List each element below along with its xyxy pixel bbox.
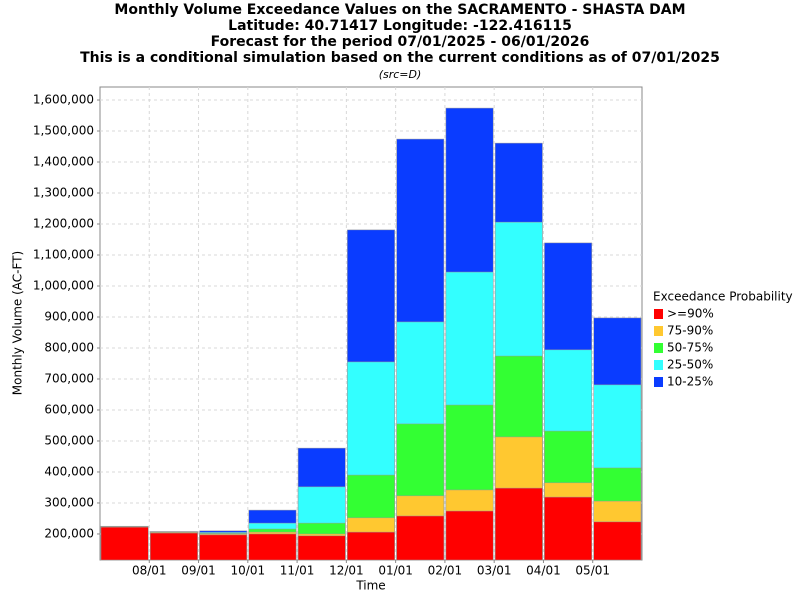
y-tick-label: 1,300,000	[33, 186, 94, 200]
y-tick-label: 200,000	[44, 526, 94, 540]
x-tick-label: 12/01	[329, 564, 364, 578]
x-tick-label: 11/01	[280, 564, 315, 578]
legend-label: >=90%	[667, 307, 714, 321]
y-tick-label: 1,200,000	[33, 217, 94, 231]
y-tick-label: 700,000	[44, 371, 94, 385]
subtitle: This is a conditional simulation based o…	[80, 50, 720, 66]
bar	[150, 532, 198, 561]
chart-title: Monthly Volume Exceedance Values on the …	[114, 2, 685, 18]
bar	[396, 515, 445, 561]
bar	[544, 496, 592, 561]
x-tick-label: 08/01	[132, 564, 167, 578]
legend-swatch	[654, 360, 663, 370]
legend-label: 75-90%	[667, 324, 713, 338]
legend-swatch	[654, 377, 663, 387]
subtitle: Forecast for the period 07/01/2025 - 06/…	[211, 34, 590, 50]
y-tick-label: 1,500,000	[33, 124, 94, 138]
y-tick-label: 600,000	[44, 402, 94, 416]
y-tick-label: 400,000	[44, 464, 94, 478]
legend-swatch	[654, 343, 663, 353]
x-tick-label: 09/01	[181, 564, 216, 578]
x-tick-label: 03/01	[477, 564, 512, 578]
legend-label: 10-25%	[667, 375, 713, 389]
bar	[494, 487, 543, 561]
x-axis-label: Time	[355, 579, 385, 593]
subtitle: Latitude: 40.71417 Longitude: -122.41611…	[228, 18, 572, 34]
x-tick-label: 04/01	[526, 564, 561, 578]
x-tick-label: 02/01	[428, 564, 463, 578]
y-axis-label: Monthly Volume (AC-FT)	[11, 251, 25, 395]
legend-label: 50-75%	[667, 341, 713, 355]
x-tick-label: 10/01	[231, 564, 266, 578]
legend-swatch	[654, 309, 663, 319]
bar	[445, 510, 494, 561]
bar	[248, 533, 297, 561]
y-tick-label: 1,400,000	[33, 155, 94, 169]
y-tick-label: 1,000,000	[33, 278, 94, 292]
bar	[199, 534, 248, 561]
bar	[100, 526, 149, 561]
legend-swatch	[654, 326, 663, 336]
legend-title: Exceedance Probability	[653, 290, 793, 304]
bar	[297, 535, 346, 561]
bar	[593, 521, 642, 561]
y-tick-label: 1,100,000	[33, 247, 94, 261]
x-tick-label: 01/01	[378, 564, 413, 578]
note: (src=D)	[379, 68, 422, 81]
y-tick-label: 1,600,000	[33, 93, 94, 107]
y-tick-label: 500,000	[44, 433, 94, 447]
legend-label: 25-50%	[667, 358, 713, 372]
y-tick-label: 800,000	[44, 340, 94, 354]
y-tick-label: 300,000	[44, 495, 94, 509]
x-tick-label: 05/01	[575, 564, 610, 578]
y-tick-label: 900,000	[44, 309, 94, 323]
bar	[347, 531, 395, 561]
